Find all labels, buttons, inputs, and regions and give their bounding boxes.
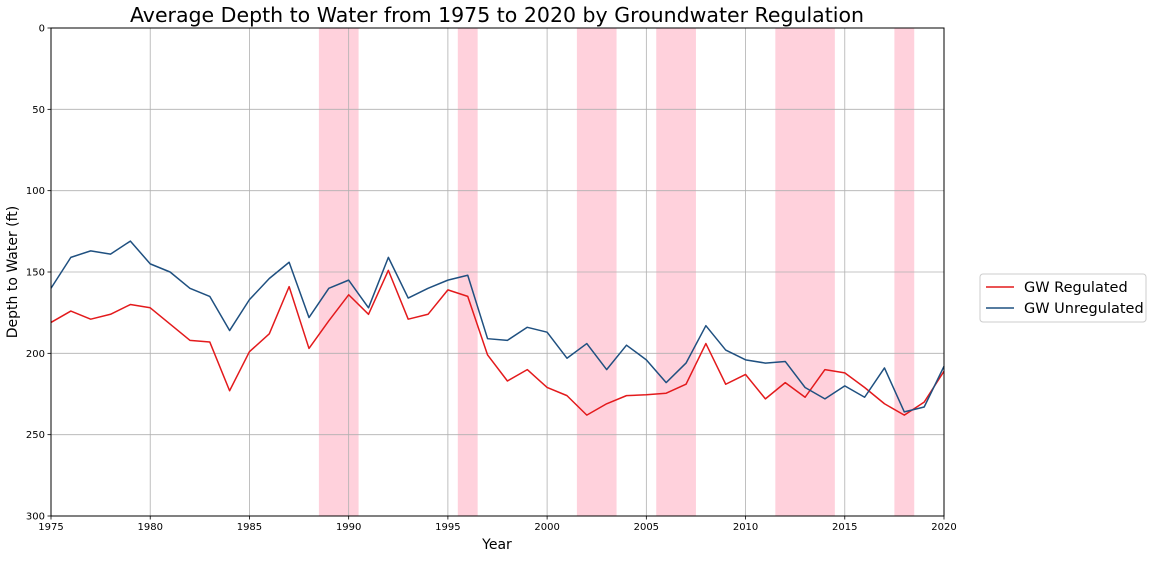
x-tick-label: 2000 bbox=[534, 522, 559, 533]
x-tick-label: 2010 bbox=[733, 522, 758, 533]
x-tick-label: 1985 bbox=[237, 522, 262, 533]
series-lines bbox=[50, 240, 945, 416]
legend-box bbox=[979, 273, 1147, 323]
x-tick-label: 2005 bbox=[634, 522, 659, 533]
y-tick-label: 50 bbox=[32, 105, 45, 116]
y-tick-label: 100 bbox=[26, 186, 45, 197]
x-tick-label: 1975 bbox=[38, 522, 63, 533]
series-line-0 bbox=[50, 269, 945, 416]
x-tick-label: 1990 bbox=[336, 522, 361, 533]
y-tick-label: 150 bbox=[26, 268, 45, 279]
legend-label-1: GW Unregulated bbox=[1024, 301, 1144, 317]
y-tick-label: 0 bbox=[39, 24, 45, 35]
x-axis-label: Year bbox=[481, 537, 512, 553]
y-tick-label: 250 bbox=[26, 430, 45, 441]
y-tick-label: 300 bbox=[26, 512, 45, 523]
legend-label-0: GW Regulated bbox=[1024, 280, 1128, 296]
chart-title: Average Depth to Water from 1975 to 2020… bbox=[130, 3, 864, 27]
y-axis-label: Depth to Water (ft) bbox=[5, 206, 21, 339]
legend: GW Regulated GW Unregulated bbox=[979, 273, 1147, 323]
x-tick-label: 2020 bbox=[931, 522, 956, 533]
x-tick-label: 1995 bbox=[435, 522, 460, 533]
y-axis-ticks: 0 50 100 150 200 250 300 bbox=[26, 24, 51, 523]
x-tick-label: 1980 bbox=[137, 522, 162, 533]
x-axis-ticks: 1975 1980 1985 1990 1995 2000 2005 2010 2015 2020 bbox=[38, 516, 957, 533]
series-line-1 bbox=[50, 240, 945, 413]
x-tick-label: 2015 bbox=[832, 522, 857, 533]
y-tick-label: 200 bbox=[26, 349, 45, 360]
